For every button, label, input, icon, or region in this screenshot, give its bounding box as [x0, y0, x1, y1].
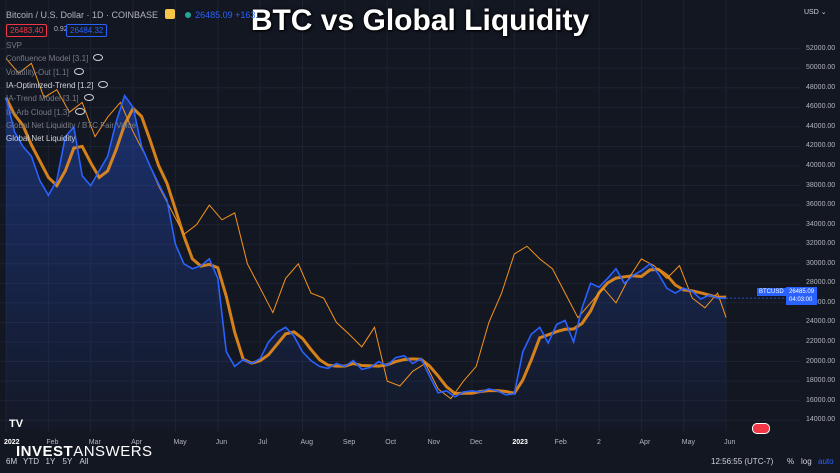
- y-tick-label: 30000.00: [806, 259, 836, 267]
- y-tick-label: 52000.00: [806, 44, 836, 52]
- indicator-label: Global Net Liquidity / BTC Fair Value: [6, 120, 137, 130]
- y-tick-label: 32000.00: [806, 240, 836, 248]
- indicator-item[interactable]: IA-Optimized-Trend [1.2]: [6, 80, 109, 90]
- y-tick-label: 26000.00: [806, 298, 836, 306]
- y-tick-label: 50000.00: [806, 64, 836, 72]
- y-tick-label: 42000.00: [806, 142, 836, 150]
- x-tick-label: May: [681, 439, 695, 446]
- currency-selector[interactable]: USD ⌄: [804, 9, 827, 16]
- eye-icon[interactable]: [73, 67, 84, 75]
- x-tick-label: 2: [597, 439, 601, 446]
- x-tick-label: Jun: [724, 439, 736, 446]
- live-price: 26485.09 +163.: [185, 10, 258, 20]
- flag-icon[interactable]: [752, 423, 770, 434]
- x-tick-label: 2023: [512, 439, 528, 446]
- x-tick-label: Dec: [469, 439, 483, 446]
- global-liquidity-line: [5, 58, 727, 400]
- y-tick-label: 18000.00: [806, 377, 836, 385]
- range-button-all[interactable]: All: [79, 457, 89, 466]
- y-tick-label: 46000.00: [806, 103, 836, 111]
- x-tick-label: Nov: [427, 439, 441, 446]
- y-tick-label: 36000.00: [806, 201, 836, 209]
- chart-title: BTC vs Global Liquidity: [250, 4, 590, 37]
- x-tick-label: Mar: [88, 439, 101, 446]
- percent-toggle[interactable]: %: [787, 457, 795, 466]
- indicator-item[interactable]: IA-Arb Cloud [1.3]: [6, 107, 85, 117]
- y-tick-label: 48000.00: [806, 83, 836, 91]
- buy-button[interactable]: 26484.32: [66, 24, 108, 37]
- symbol-flag-icon[interactable]: [164, 9, 175, 19]
- indicator-label: Global Net Liquidity: [6, 134, 76, 144]
- y-tick-label: 44000.00: [806, 122, 836, 130]
- y-tick-label: 14000.00: [806, 416, 836, 424]
- eye-icon[interactable]: [93, 54, 104, 62]
- symbol-header[interactable]: Bitcoin / U.S. Dollar · 1D · COINBASE 26…: [6, 9, 258, 20]
- log-toggle[interactable]: log: [801, 457, 812, 466]
- btc-area-fill: [6, 95, 727, 430]
- indicator-label: SVP: [6, 41, 23, 50]
- range-button-5y[interactable]: 5Y: [62, 457, 73, 466]
- eye-icon[interactable]: [98, 80, 109, 88]
- y-tick-label: 22000.00: [806, 338, 836, 345]
- y-tick-label: 38000.00: [806, 181, 836, 189]
- x-tick-label: 2022: [4, 439, 20, 446]
- x-tick-label: Feb: [46, 439, 59, 446]
- indicator-item[interactable]: Global Net Liquidity / BTC Fair Value: [6, 121, 136, 130]
- investanswers-logo: INVESTANSWERS: [16, 443, 153, 460]
- optimized-trend-line: [4, 96, 727, 396]
- auto-toggle[interactable]: auto: [818, 457, 834, 466]
- clock: 12:56:55 (UTC-7): [711, 457, 774, 466]
- range-button-ytd[interactable]: YTD: [23, 457, 39, 466]
- indicator-item[interactable]: Global Net Liquidity: [6, 134, 75, 143]
- indicator-label: IA-Trend Model [3.1]: [6, 94, 79, 104]
- x-tick-label: Jun: [215, 439, 228, 446]
- symbol-price-tag: BTCUSD: [757, 288, 786, 296]
- x-tick-label: Apr: [639, 439, 651, 446]
- indicator-item[interactable]: Confluence Model [3.1]: [6, 54, 104, 64]
- indicator-label: Volatility-Out [1.1]: [6, 67, 69, 77]
- indicator-label: Confluence Model [3.1]: [6, 54, 89, 64]
- spread-value: 0.92: [54, 26, 68, 33]
- y-tick-label: 24000.00: [806, 318, 836, 326]
- range-button-6m[interactable]: 6M: [6, 457, 18, 466]
- y-tick-label: 34000.00: [806, 220, 836, 228]
- y-tick-label: 20000.00: [806, 357, 836, 365]
- indicator-item[interactable]: Volatility-Out [1.1]: [6, 67, 84, 77]
- indicator-label: IA-Optimized-Trend [1.2]: [6, 80, 94, 90]
- range-button-1y[interactable]: 1Y: [45, 457, 56, 466]
- btc-price-line: [5, 93, 727, 398]
- indicator-item[interactable]: SVP: [6, 41, 22, 50]
- x-tick-label: Aug: [300, 439, 313, 446]
- y-tick-label: 16000.00: [806, 396, 836, 404]
- y-tick-label: 40000.00: [806, 162, 836, 169]
- eye-icon[interactable]: [74, 107, 85, 115]
- tradingview-logo[interactable]: TV: [9, 418, 24, 430]
- x-tick-label: Sep: [342, 439, 356, 446]
- x-tick-label: Apr: [131, 439, 142, 446]
- indicator-label: IA-Arb Cloud [1.3]: [6, 107, 70, 117]
- symbol-name: Bitcoin / U.S. Dollar · 1D · COINBASE: [6, 10, 159, 20]
- sell-button[interactable]: 26483.40: [6, 24, 48, 37]
- last-price-tag: 26485.09 04:03:00: [786, 287, 818, 305]
- eye-icon[interactable]: [83, 94, 94, 102]
- y-tick-label: 28000.00: [806, 279, 836, 287]
- x-tick-label: May: [173, 439, 187, 446]
- x-tick-label: Jul: [258, 439, 268, 446]
- x-tick-label: Oct: [385, 439, 397, 446]
- x-tick-label: Feb: [554, 439, 567, 446]
- indicator-item[interactable]: IA-Trend Model [3.1]: [6, 94, 94, 103]
